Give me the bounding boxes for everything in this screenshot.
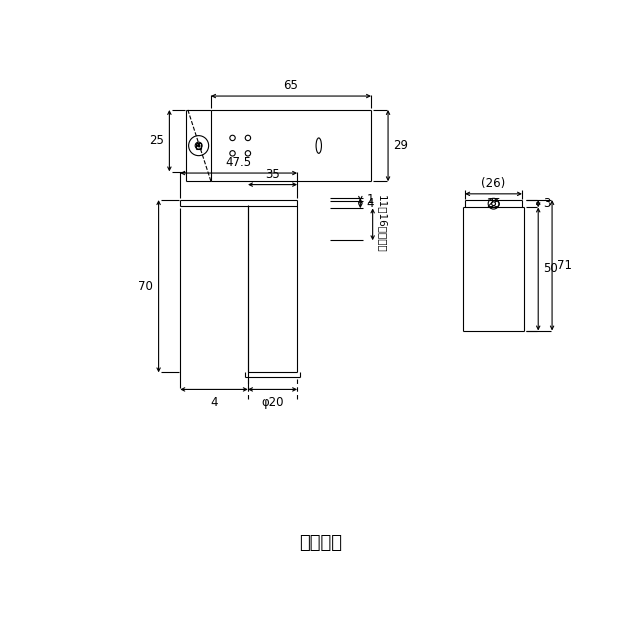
- Text: 3: 3: [543, 197, 550, 210]
- Text: 25: 25: [149, 134, 164, 147]
- Text: 11～16（推奨）: 11～16（推奨）: [376, 195, 387, 253]
- Text: φ20: φ20: [261, 396, 284, 408]
- Text: 4: 4: [211, 396, 218, 408]
- Text: 50: 50: [543, 262, 557, 275]
- Text: 35: 35: [265, 168, 280, 180]
- Text: 上部金具: 上部金具: [299, 534, 342, 552]
- Text: 47.5: 47.5: [226, 156, 252, 169]
- Text: 70: 70: [138, 280, 153, 292]
- Circle shape: [198, 145, 200, 147]
- Text: (26): (26): [481, 177, 506, 190]
- Text: 4: 4: [367, 197, 374, 210]
- Text: 71: 71: [557, 259, 572, 272]
- Text: 25: 25: [486, 197, 501, 210]
- Text: 29: 29: [394, 139, 408, 152]
- Text: 65: 65: [284, 79, 298, 92]
- Text: 1: 1: [367, 193, 374, 206]
